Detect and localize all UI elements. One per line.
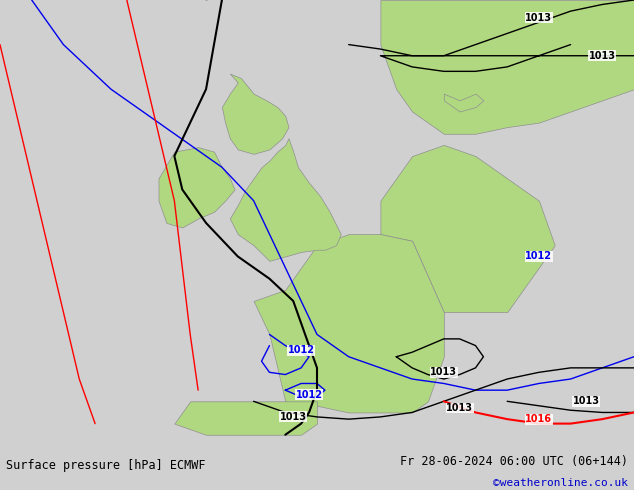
Text: 1012: 1012	[526, 251, 552, 261]
Text: 1012: 1012	[288, 345, 314, 355]
Text: Surface pressure [hPa] ECMWF: Surface pressure [hPa] ECMWF	[6, 459, 206, 472]
Text: 1013: 1013	[446, 403, 473, 413]
Text: ©weatheronline.co.uk: ©weatheronline.co.uk	[493, 478, 628, 489]
Text: 1013: 1013	[589, 51, 616, 61]
Text: 1013: 1013	[573, 396, 600, 406]
Text: 1013: 1013	[526, 13, 552, 23]
Text: Fr 28-06-2024 06:00 UTC (06+144): Fr 28-06-2024 06:00 UTC (06+144)	[399, 455, 628, 468]
Text: 1012: 1012	[295, 390, 323, 400]
Text: 1016: 1016	[526, 414, 552, 424]
Text: 1013: 1013	[430, 368, 457, 377]
Text: 1013: 1013	[280, 412, 307, 422]
